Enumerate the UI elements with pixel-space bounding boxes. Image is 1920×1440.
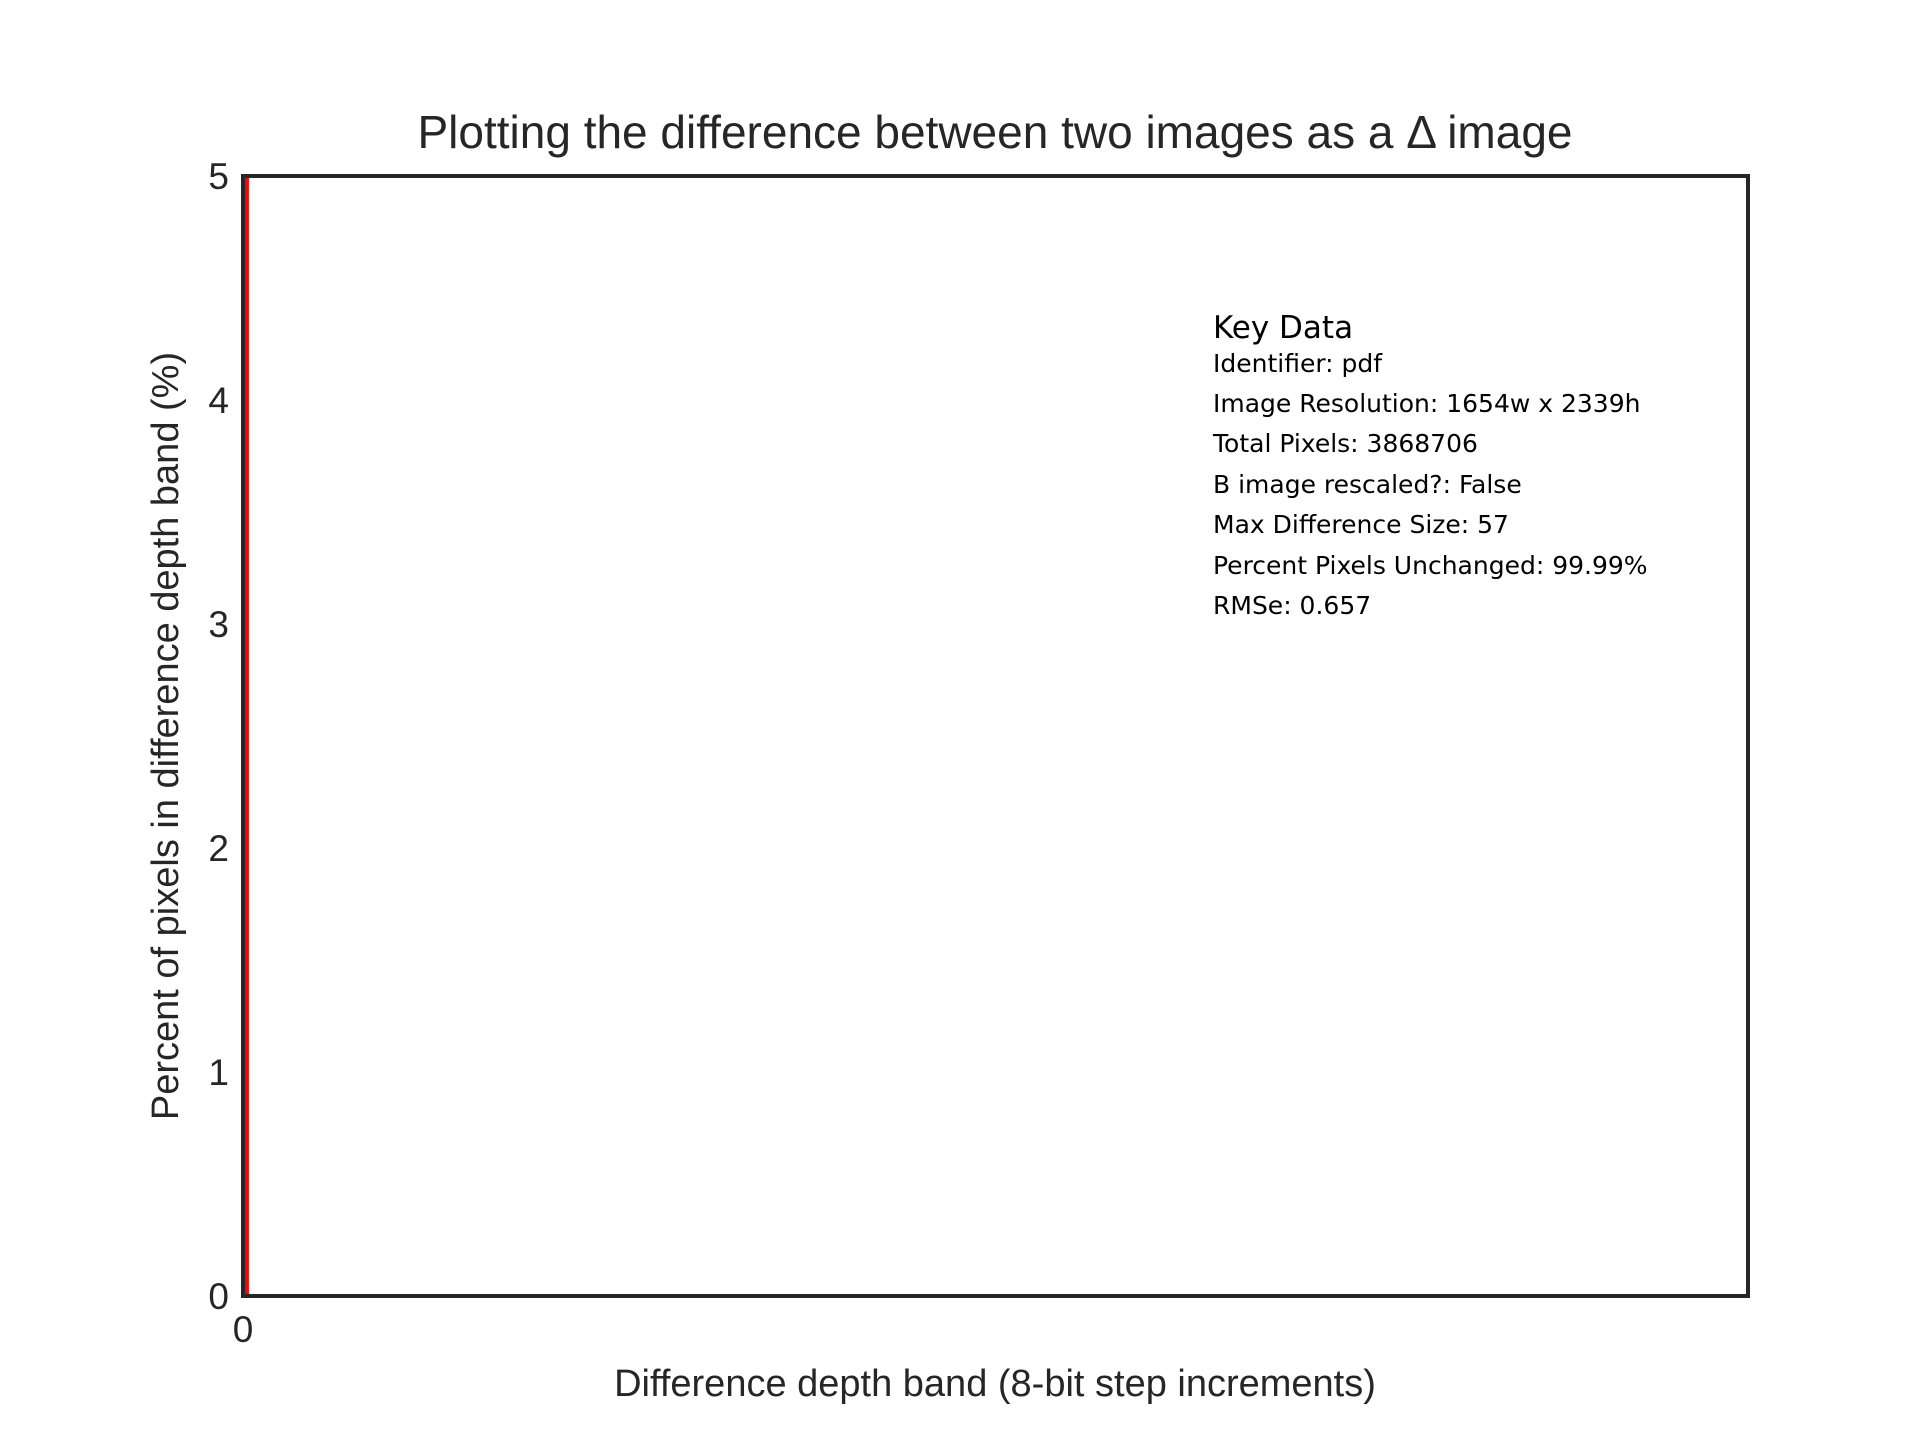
y-tick-label-2: 2 <box>208 828 229 869</box>
y-tick-label-0: 0 <box>208 1276 229 1317</box>
key-data-total-pixels: Total Pixels: 3868706 <box>1212 429 1478 458</box>
y-tick-labels: 0 1 2 3 4 5 <box>208 156 229 1317</box>
x-axis-label: Difference depth band (8-bit step increm… <box>614 1363 1376 1405</box>
x-tick-label-0: 0 <box>233 1309 254 1350</box>
y-tick-label-4: 4 <box>208 380 229 421</box>
y-tick-label-5: 5 <box>208 156 229 197</box>
y-tick-label-3: 3 <box>208 604 229 645</box>
key-data-rescaled: B image rescaled?: False <box>1213 470 1522 499</box>
key-data-heading: Key Data <box>1213 310 1353 346</box>
bars-layer <box>243 176 249 1296</box>
key-data-resolution: Image Resolution: 1654w x 2339h <box>1213 389 1640 418</box>
chart-title: Plotting the difference between two imag… <box>417 106 1572 158</box>
key-data-max-difference: Max Difference Size: 57 <box>1213 510 1509 539</box>
y-tick-label-1: 1 <box>208 1052 229 1093</box>
key-data-percent-unchanged: Percent Pixels Unchanged: 99.99% <box>1213 551 1648 580</box>
plot-frame <box>241 174 1750 1298</box>
bar-0 <box>243 176 249 1296</box>
y-axis-label: Percent of pixels in difference depth ba… <box>145 352 187 1120</box>
key-data-box: Key Data Identifier: pdf Image Resolutio… <box>1212 310 1648 620</box>
x-tick-labels: 0 <box>233 1309 254 1350</box>
key-data-rmse: RMSe: 0.657 <box>1213 591 1371 620</box>
key-data-identifier: Identifier: pdf <box>1213 349 1383 378</box>
